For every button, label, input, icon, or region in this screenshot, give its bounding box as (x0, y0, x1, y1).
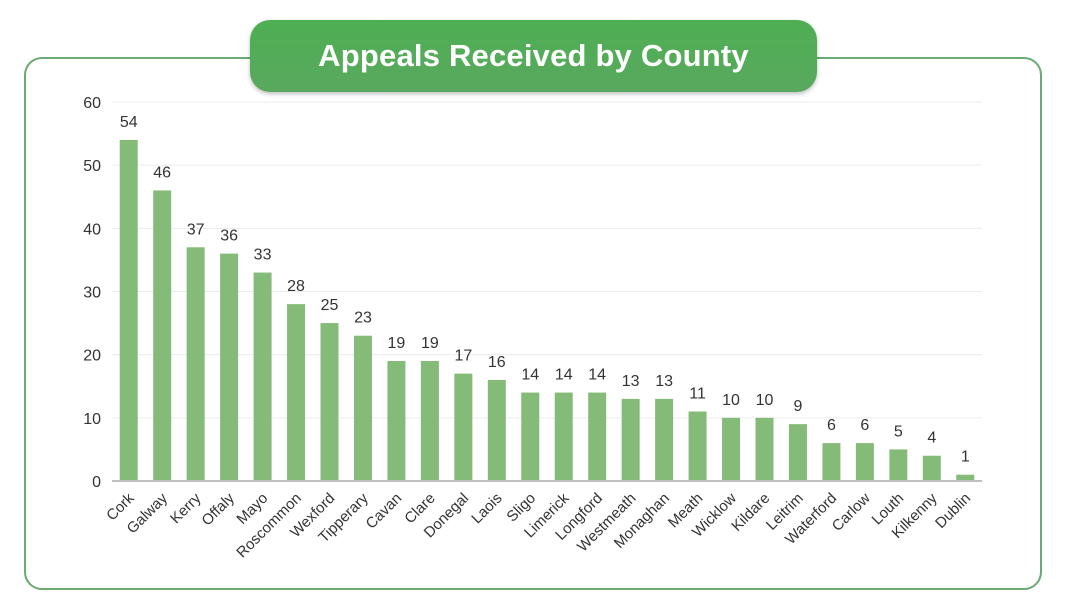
x-tick-label-carlow: Carlow (829, 490, 874, 535)
data-label-longford: 14 (588, 367, 606, 384)
data-label-laois: 16 (488, 354, 506, 371)
data-label-carlow: 6 (860, 417, 869, 434)
data-label-leitrim: 9 (794, 398, 803, 415)
data-label-kerry: 37 (187, 221, 205, 238)
data-label-tipperary: 23 (354, 310, 372, 327)
data-label-donegal: 17 (454, 348, 472, 365)
y-axis: 0 10 20 30 40 50 60 (83, 95, 101, 491)
y-tick-label: 60 (83, 95, 101, 112)
x-tick-label-offaly: Offaly (198, 489, 238, 529)
y-tick-label: 10 (83, 411, 101, 428)
data-label-dublin: 1 (961, 449, 970, 466)
bar-westmeath (621, 398, 640, 481)
bar-sligo (521, 392, 540, 481)
bar-wexford (320, 323, 339, 481)
x-tick-label-dublin: Dublin (932, 490, 974, 532)
data-label-kilkenny: 4 (927, 430, 936, 447)
title-banner: Appeals Received by County (250, 20, 817, 92)
bar-leitrim (788, 424, 807, 481)
data-label-meath: 11 (689, 386, 706, 403)
data-label-cavan: 19 (388, 335, 406, 352)
bar-meath (688, 411, 707, 481)
data-label-louth: 5 (894, 423, 903, 440)
y-tick-label: 30 (83, 285, 101, 302)
data-label-roscommon: 28 (287, 278, 305, 295)
data-label-galway: 46 (153, 164, 171, 181)
bar-offaly (220, 253, 239, 481)
data-label-cork: 54 (120, 114, 138, 131)
bar-carlow (855, 443, 874, 481)
bar-tipperary (353, 335, 372, 481)
data-label-sligo: 14 (521, 367, 539, 384)
x-axis: CorkGalwayKerryOffalyMayoRoscommonWexfor… (103, 480, 982, 561)
data-label-westmeath: 13 (622, 373, 640, 390)
y-tick-label: 40 (83, 221, 101, 238)
bar-kerry (186, 247, 205, 481)
bar-longford (588, 392, 607, 481)
bar-kilkenny (922, 455, 941, 481)
bar-laois (487, 379, 506, 481)
gridlines (112, 101, 982, 419)
data-label-limerick: 14 (555, 367, 573, 384)
y-tick-label: 0 (92, 474, 101, 491)
bar-wicklow (722, 417, 741, 481)
bars (119, 139, 975, 481)
data-label-wicklow: 10 (722, 392, 740, 409)
bar-kildare (755, 417, 774, 481)
data-label-mayo: 33 (254, 247, 272, 264)
chart-title: Appeals Received by County (318, 38, 749, 73)
x-tick-label-kildare: Kildare (728, 490, 773, 535)
y-tick-label: 20 (83, 348, 101, 365)
bar-limerick (554, 392, 573, 481)
bar-cork (119, 139, 138, 481)
x-tick-label-laois: Laois (468, 490, 505, 527)
bar-mayo (253, 272, 272, 481)
y-tick-label: 50 (83, 158, 101, 175)
bar-dublin (956, 474, 975, 481)
bar-clare (420, 360, 439, 481)
bar-donegal (454, 373, 473, 481)
bar-waterford (822, 443, 841, 481)
bar-monaghan (655, 398, 674, 481)
bar-roscommon (287, 304, 306, 481)
x-tick-label-cavan: Cavan (363, 490, 406, 533)
data-label-wexford: 25 (321, 297, 339, 314)
bar-cavan (387, 360, 406, 481)
bar-galway (153, 190, 172, 481)
data-label-monaghan: 13 (655, 373, 673, 390)
data-label-offaly: 36 (220, 228, 238, 245)
bar-louth (889, 449, 908, 481)
data-label-waterford: 6 (827, 417, 836, 434)
data-label-clare: 19 (421, 335, 439, 352)
data-label-kildare: 10 (756, 392, 774, 409)
x-tick-label-kerry: Kerry (167, 489, 205, 527)
